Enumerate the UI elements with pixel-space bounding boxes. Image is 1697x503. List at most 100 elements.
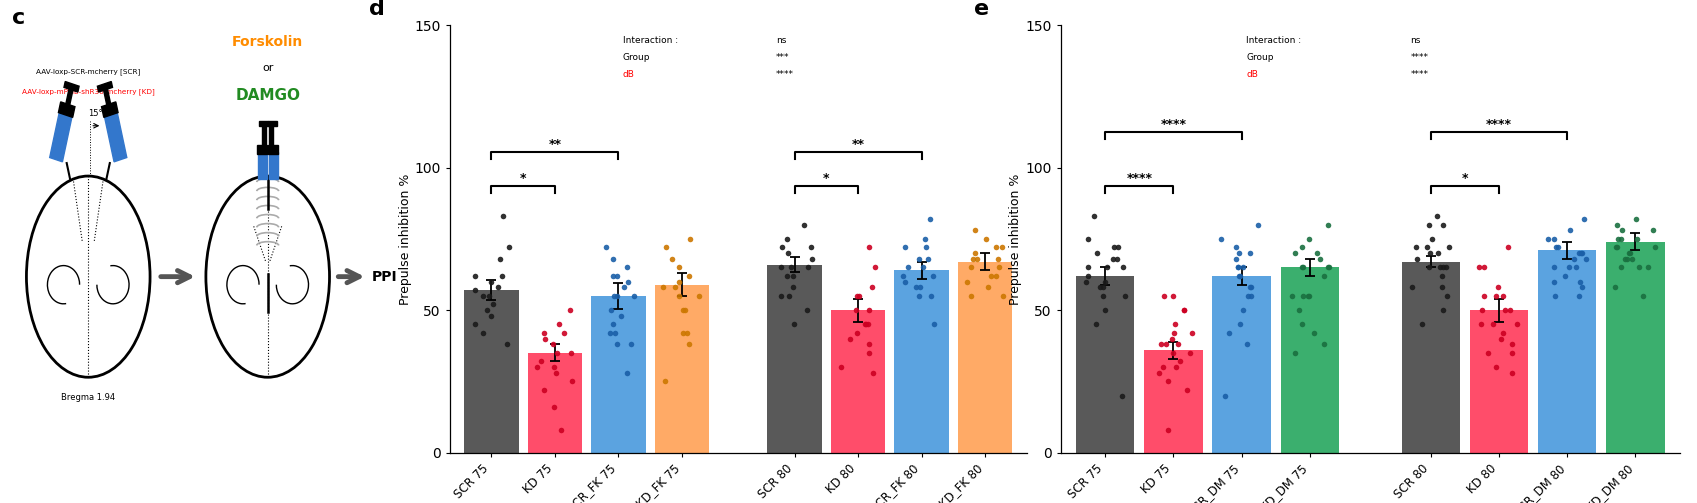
- Point: [859, 369, 886, 377]
- Point: [1468, 320, 1495, 328]
- Point: [462, 286, 489, 294]
- Bar: [260, 121, 268, 126]
- Point: [611, 283, 638, 291]
- Point: [915, 255, 942, 263]
- Text: *: *: [823, 173, 830, 185]
- Bar: [767, 265, 821, 453]
- Point: [473, 306, 501, 314]
- Point: [1171, 306, 1198, 314]
- Text: c: c: [12, 8, 25, 28]
- Point: [779, 272, 806, 280]
- Point: [470, 329, 497, 337]
- Point: [1565, 249, 1592, 257]
- Bar: [463, 290, 519, 453]
- Point: [604, 272, 631, 280]
- Point: [1487, 334, 1514, 343]
- Point: [1641, 243, 1668, 252]
- Point: [665, 264, 692, 272]
- Text: *: *: [519, 173, 526, 185]
- Point: [891, 278, 918, 286]
- Point: [777, 264, 804, 272]
- Text: ****: ****: [1410, 70, 1429, 79]
- Bar: [591, 296, 645, 453]
- Point: [1229, 264, 1256, 272]
- Point: [791, 221, 818, 229]
- Point: [1497, 306, 1524, 314]
- Point: [1234, 341, 1261, 349]
- Point: [794, 264, 821, 272]
- Point: [1310, 341, 1337, 349]
- Point: [1225, 249, 1252, 257]
- Text: ns: ns: [776, 36, 786, 45]
- Text: DAMGO: DAMGO: [236, 88, 300, 103]
- Point: [781, 320, 808, 328]
- Text: ****: ****: [1487, 118, 1512, 131]
- Bar: [894, 270, 949, 453]
- Point: [1176, 349, 1203, 357]
- Point: [489, 272, 516, 280]
- Text: Group: Group: [623, 53, 650, 62]
- Point: [1604, 221, 1631, 229]
- Point: [774, 272, 801, 280]
- Point: [650, 283, 677, 291]
- Point: [1235, 249, 1263, 257]
- Point: [1083, 320, 1110, 328]
- Text: *: *: [1461, 173, 1468, 185]
- Point: [675, 272, 703, 280]
- Point: [905, 255, 932, 263]
- Point: [961, 226, 988, 234]
- Point: [1303, 249, 1330, 257]
- Point: [1169, 306, 1196, 314]
- Point: [1498, 349, 1526, 357]
- Point: [1566, 278, 1593, 286]
- Point: [1108, 392, 1135, 400]
- Point: [596, 329, 623, 337]
- Point: [1101, 243, 1129, 252]
- Bar: [1281, 268, 1339, 453]
- Point: [531, 334, 558, 343]
- Point: [1424, 249, 1451, 257]
- Point: [855, 341, 882, 349]
- Point: [543, 349, 570, 357]
- Point: [1222, 255, 1249, 263]
- Point: [558, 377, 585, 385]
- Text: Bregma 1.94: Bregma 1.94: [61, 393, 115, 402]
- Point: [1634, 264, 1661, 272]
- Point: [1159, 334, 1186, 343]
- Point: [920, 320, 947, 328]
- Point: [1074, 272, 1101, 280]
- Point: [602, 341, 630, 349]
- Point: [1612, 255, 1639, 263]
- Point: [957, 292, 984, 300]
- Point: [485, 283, 512, 291]
- Point: [479, 300, 506, 308]
- Point: [1602, 283, 1629, 291]
- Point: [1227, 320, 1254, 328]
- Text: Interaction :: Interaction :: [1246, 36, 1302, 45]
- Point: [1286, 306, 1313, 314]
- Text: AAV-loxp-SCR-mcherry [SCR]: AAV-loxp-SCR-mcherry [SCR]: [36, 68, 141, 74]
- Point: [1568, 249, 1595, 257]
- Text: or: or: [261, 63, 273, 73]
- Point: [1310, 272, 1337, 280]
- Bar: [528, 353, 582, 453]
- Bar: [256, 145, 266, 154]
- Point: [977, 272, 1005, 280]
- Point: [1432, 264, 1459, 272]
- Point: [1105, 243, 1132, 252]
- Point: [842, 306, 869, 314]
- Point: [903, 283, 930, 291]
- Point: [614, 278, 641, 286]
- Point: [799, 255, 826, 263]
- Point: [674, 329, 701, 337]
- Point: [601, 292, 628, 300]
- Point: [767, 264, 794, 272]
- Point: [1086, 283, 1113, 291]
- Point: [1225, 272, 1252, 280]
- Point: [1154, 426, 1181, 434]
- Point: [1149, 363, 1176, 371]
- Point: [523, 363, 550, 371]
- Point: [794, 306, 821, 314]
- Text: Forskolin: Forskolin: [232, 35, 304, 49]
- Point: [1215, 329, 1242, 337]
